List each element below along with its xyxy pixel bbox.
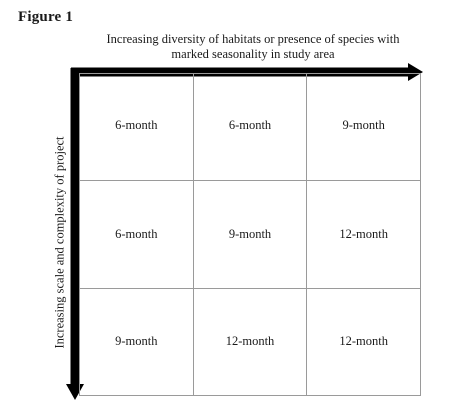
matrix-cell: 9-month: [306, 73, 420, 181]
matrix-cell: 6-month: [79, 73, 193, 181]
matrix-cell: 6-month: [79, 180, 193, 288]
matrix-cell: 9-month: [192, 180, 307, 288]
cell-label: 6-month: [228, 118, 272, 132]
matrix-cell: 12-month: [192, 287, 307, 395]
cell-label: 9-month: [115, 334, 158, 349]
x-axis-arrowhead: [408, 63, 423, 81]
cell-label: 9-month: [342, 118, 385, 132]
cell-label: 12-month: [339, 334, 388, 349]
cell-label: 12-month: [225, 334, 275, 349]
matrix-cell: 6-month: [192, 73, 307, 181]
cell-label: 9-month: [228, 226, 272, 241]
cell-label: 6-month: [115, 118, 158, 132]
matrix-cell: 12-month: [306, 287, 420, 395]
cell-label: 6-month: [115, 226, 158, 241]
matrix-cell: 12-month: [306, 180, 420, 288]
cell-label: 12-month: [339, 226, 388, 241]
matrix-cell: 9-month: [79, 287, 193, 395]
x-axis-title: Increasing diversity of habitats or pres…: [106, 32, 400, 61]
duration-matrix: 6-month 6-month 9-month 6-month 9-month …: [79, 73, 421, 396]
figure-label: Figure 1: [18, 9, 74, 25]
